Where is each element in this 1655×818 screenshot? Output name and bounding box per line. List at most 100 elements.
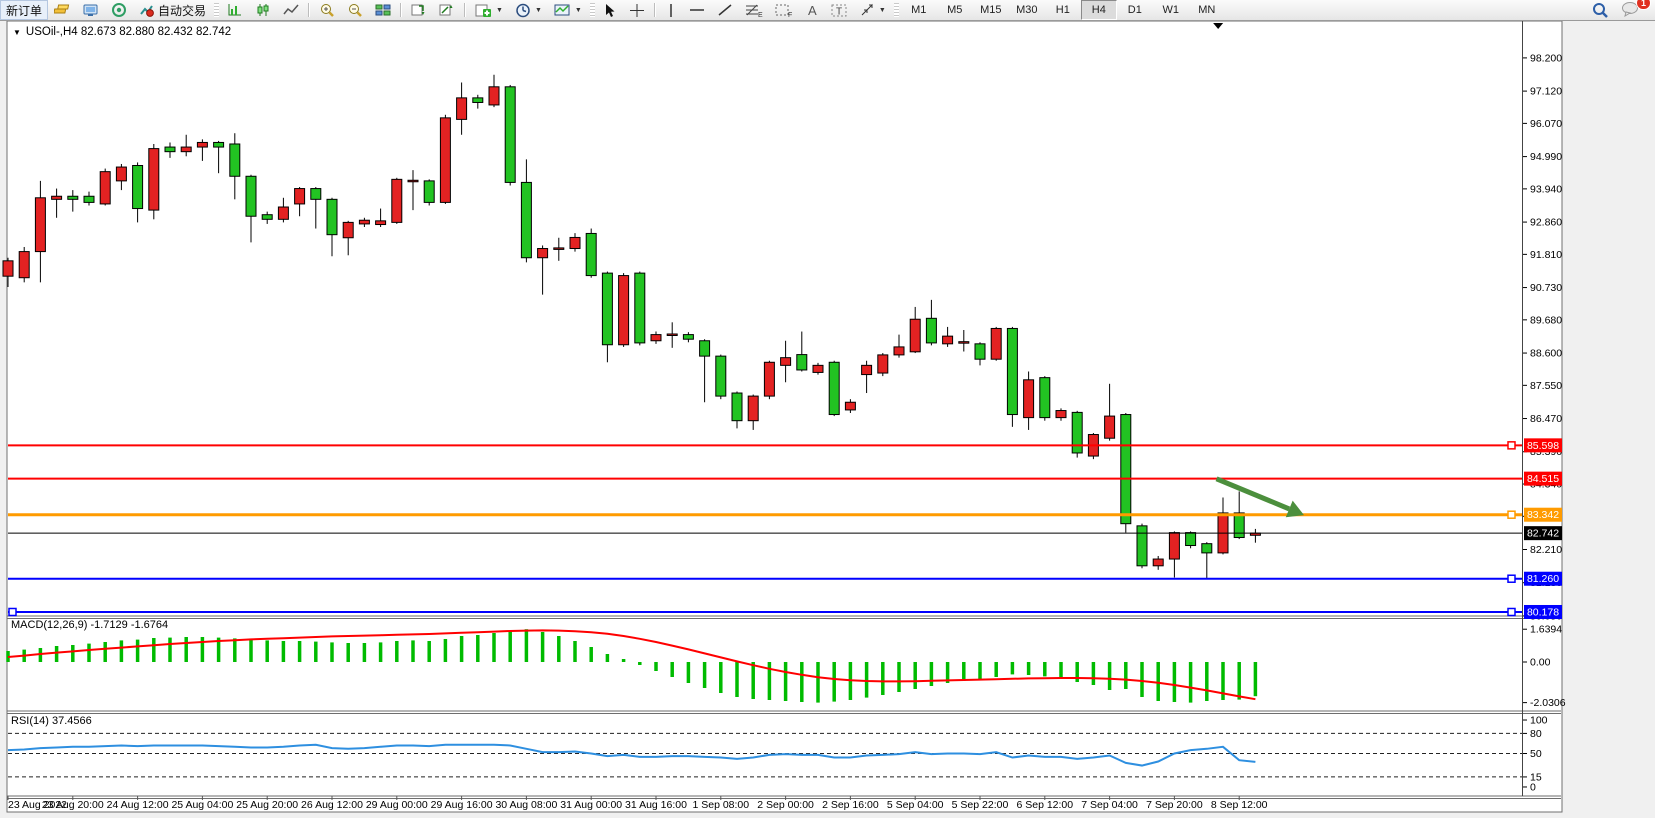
candle-body	[196, 141, 208, 148]
fibonacci-icon[interactable]: E	[739, 0, 769, 20]
text-label-icon[interactable]: T	[825, 0, 853, 20]
chevron-down-icon[interactable]: ▼	[534, 6, 542, 14]
collapse-triangle-icon[interactable]: ▼	[13, 27, 21, 37]
price-axis-label: 90.730	[1530, 282, 1562, 294]
candle-body	[504, 86, 516, 183]
gold-bars-icon[interactable]	[48, 0, 77, 20]
chat-icon[interactable]: 1	[1615, 0, 1651, 20]
zoom-out-icon[interactable]	[341, 0, 369, 20]
macd-indicator-label: MACD(12,26,9) -1.7129 -1.6764	[11, 619, 169, 631]
line-handle[interactable]	[1507, 441, 1516, 450]
timeframe-button-M5[interactable]: M5	[947, 4, 963, 16]
candlestick-chart-icon[interactable]	[249, 0, 277, 20]
price-axis-label: 94.990	[1530, 151, 1562, 163]
arrange-period-icon[interactable]	[433, 0, 461, 20]
candle-body	[1185, 532, 1197, 547]
rsi-indicator-label: RSI(14) 37.4566	[11, 715, 92, 727]
timeframe-button-M1[interactable]: M1	[911, 4, 927, 16]
vline-icon[interactable]	[659, 0, 683, 20]
sound-icon[interactable]	[105, 0, 133, 20]
hline-icon[interactable]	[683, 0, 711, 20]
svg-text:T: T	[836, 6, 842, 17]
arrange-chart-icon[interactable]	[405, 0, 433, 20]
chat-badge: 1	[1635, 0, 1651, 10]
price-level-badge	[1524, 526, 1562, 541]
chevron-down-icon[interactable]: ▼	[496, 6, 503, 14]
candle-body	[1071, 411, 1083, 454]
search-icon[interactable]	[1585, 0, 1615, 20]
timeframe-button-H1[interactable]: H1	[1055, 4, 1070, 16]
date-axis-label: 26 Aug 12:00	[301, 799, 363, 811]
timeframe-button-H4[interactable]: H4	[1080, 0, 1117, 20]
price-level-badge-label: 84.515	[1527, 473, 1559, 485]
shapes-icon[interactable]: ▼	[853, 0, 892, 20]
zoom-in-icon[interactable]	[313, 0, 341, 20]
candle-body	[780, 357, 792, 366]
trend-arrow-head[interactable]	[1285, 500, 1304, 518]
date-axis-label: 29 Aug 16:00	[431, 799, 493, 811]
line-handle[interactable]	[8, 607, 17, 617]
cursor-icon[interactable]	[597, 0, 623, 20]
timeframe-button-W1[interactable]: W1	[1162, 4, 1180, 16]
timeframe-button-M30[interactable]: M30	[1016, 4, 1038, 16]
price-axis-label: 93.940	[1530, 183, 1562, 195]
rsi-axis-label: 100	[1530, 715, 1548, 727]
date-axis-label: 7 Sep 20:00	[1146, 799, 1203, 811]
date-axis-label: 2 Sep 16:00	[822, 799, 879, 811]
candle-body	[358, 219, 370, 225]
text-icon[interactable]: A	[799, 0, 825, 20]
main-toolbar: 新订单 自动交易 ▼ ▼ ▼ E F A T ▼ M1 M5 M15 M30 H1 H4 D…	[0, 0, 1655, 21]
timeframe-button-MN[interactable]: MN	[1198, 4, 1216, 16]
chevron-down-icon[interactable]: ▼	[574, 6, 582, 14]
trendline-icon[interactable]	[711, 0, 739, 20]
candle-body	[585, 232, 597, 277]
candle-body	[650, 334, 662, 342]
fibo-grid-icon[interactable]: F	[769, 0, 799, 20]
candle-body	[245, 175, 257, 217]
line-chart-icon[interactable]	[277, 0, 305, 20]
terminal-icon[interactable]	[77, 0, 105, 20]
svg-text:E: E	[758, 12, 763, 18]
candle-body	[1168, 532, 1180, 560]
toolbar-grip	[893, 3, 899, 17]
trend-arrow[interactable]	[1215, 476, 1291, 512]
timeframe-button-M15[interactable]: M15	[980, 4, 1002, 16]
candle-body	[164, 146, 176, 153]
candle-body	[342, 221, 354, 239]
candle-body	[715, 355, 727, 397]
candle-body	[472, 97, 484, 103]
clock-icon[interactable]: ▼	[509, 0, 548, 20]
candle-body	[990, 327, 1002, 360]
date-axis-label: 29 Aug 00:00	[366, 799, 428, 811]
shift-marker-icon[interactable]	[1213, 23, 1224, 29]
chevron-down-icon[interactable]: ▼	[878, 6, 886, 14]
candle-body	[925, 317, 937, 344]
tile-windows-icon[interactable]	[369, 0, 397, 20]
candle-body	[1006, 327, 1018, 416]
svg-text:A: A	[808, 3, 817, 18]
new-order-button[interactable]: 新订单	[0, 0, 49, 20]
crosshair-icon[interactable]	[623, 0, 651, 20]
candle-body	[1039, 377, 1051, 419]
line-handle[interactable]	[1507, 607, 1516, 617]
timeframe-button-D1[interactable]: D1	[1127, 4, 1142, 16]
line-handle[interactable]	[1507, 574, 1516, 583]
date-axis-label: 30 Aug 08:00	[495, 799, 557, 811]
add-indicator-icon[interactable]: ▼	[469, 0, 509, 20]
line-handle[interactable]	[1507, 510, 1516, 519]
candle-body	[909, 318, 921, 353]
candle-body	[1136, 525, 1148, 567]
candle-body	[1152, 558, 1164, 567]
candle-body	[456, 97, 468, 120]
price-axis-label: 91.810	[1530, 249, 1562, 261]
template-icon[interactable]: ▼	[548, 0, 588, 20]
date-axis-label: 23 Aug 2022	[8, 799, 67, 811]
candle-body	[1233, 512, 1245, 539]
candle-body	[634, 272, 646, 344]
candle-body	[1023, 379, 1035, 419]
candle-body	[83, 195, 95, 203]
bar-chart-icon[interactable]	[221, 0, 249, 20]
candle-body	[180, 146, 192, 153]
autotrading-button[interactable]: 自动交易	[133, 0, 212, 20]
